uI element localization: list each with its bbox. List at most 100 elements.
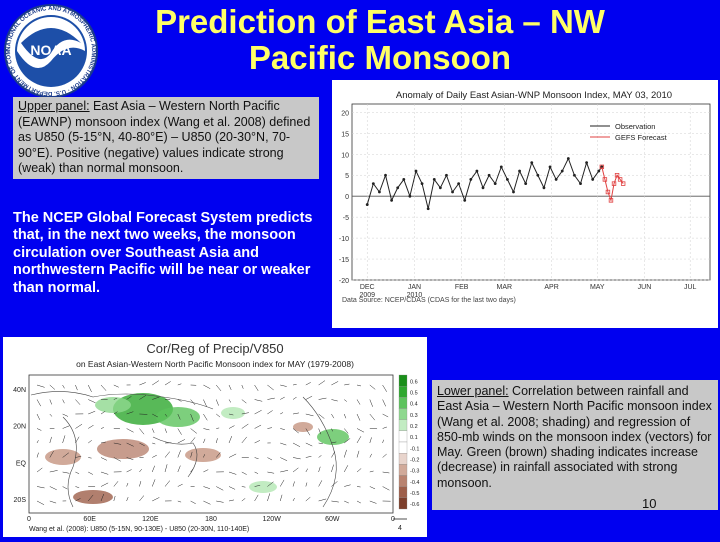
colorbar-swatch	[399, 409, 407, 420]
lower-panel-text: Correlation between rainfall and East As…	[437, 384, 712, 490]
chart-series	[366, 157, 625, 210]
colorbar-swatch	[399, 442, 407, 453]
colorbar-swatch	[399, 453, 407, 464]
data-point	[555, 178, 558, 181]
slide-title: Prediction of East Asia – NW Pacific Mon…	[100, 4, 660, 76]
data-point	[439, 186, 442, 189]
data-point	[591, 178, 594, 181]
lon-label: 120W	[263, 516, 282, 523]
data-point	[561, 170, 564, 173]
x-tick-label: APR	[544, 284, 558, 291]
map-title: Cor/Reg of Precip/V850	[146, 341, 283, 356]
data-point	[433, 178, 436, 181]
data-point	[573, 174, 576, 177]
lat-label: 20S	[14, 497, 27, 504]
legend-label: GEFS Forecast	[615, 133, 668, 142]
lat-label: 40N	[13, 387, 26, 394]
vector-scale-label: 4	[398, 525, 402, 532]
colorbar-label: -0.6	[410, 502, 419, 508]
colorbar-label: 0.2	[410, 424, 418, 430]
colorbar-swatch	[399, 431, 407, 442]
data-point	[567, 157, 570, 160]
lower-panel-description: Lower panel: Correlation between rainfal…	[432, 380, 718, 510]
data-point	[597, 170, 600, 173]
data-point	[518, 170, 521, 173]
data-point	[494, 182, 497, 185]
colorbar-swatch	[399, 420, 407, 431]
data-point	[579, 182, 582, 185]
y-tick-label: 10	[341, 152, 349, 159]
lon-label: 0	[391, 516, 395, 523]
data-point	[512, 191, 515, 194]
lon-label: 180	[205, 516, 217, 523]
data-point	[585, 161, 588, 164]
colorbar-label: 0.6	[410, 379, 418, 385]
chart-gridlines	[352, 104, 710, 280]
x-tick-label: JUN	[638, 284, 652, 291]
data-point	[378, 191, 381, 194]
colorbar-label: -0.1	[410, 446, 419, 452]
data-point	[366, 203, 369, 206]
y-tick-label: -10	[339, 236, 349, 243]
x-tick-label: JAN	[408, 284, 421, 291]
colorbar-swatch	[399, 375, 407, 386]
x-tick-label: FEB	[455, 284, 469, 291]
map-subtitle: on East Asian-Western North Pacific Mons…	[76, 359, 354, 369]
data-point	[488, 174, 491, 177]
lon-label: 60E	[83, 516, 96, 523]
data-point	[482, 186, 485, 189]
page-number: 10	[642, 496, 656, 511]
plot-frame	[352, 104, 710, 280]
colorbar-label: -0.5	[410, 491, 419, 497]
legend-label: Observation	[615, 122, 655, 131]
lat-label: EQ	[16, 460, 27, 467]
upper-panel-description: Upper panel: East Asia – Western North P…	[13, 97, 319, 179]
data-point	[390, 199, 393, 202]
correlation-map: Cor/Reg of Precip/V850 on East Asian-Wes…	[3, 337, 427, 537]
colorbar-label: 0.4	[410, 402, 418, 408]
map-colorbar: 0.60.50.40.30.20.1-0.1-0.2-0.3-0.4-0.5-0…	[399, 375, 419, 509]
forecast-statement: The NCEP Global Forecast System predicts…	[13, 210, 313, 297]
chart-svg: Anomaly of Daily East Asian-WNP Monsoon …	[332, 80, 718, 328]
series-line	[367, 158, 602, 208]
colorbar-swatch	[399, 498, 407, 509]
x-tick-label: MAY	[590, 284, 605, 291]
title-line-1: Prediction of East Asia – NW	[155, 3, 605, 40]
data-point	[476, 170, 479, 173]
colorbar-label: -0.2	[410, 458, 419, 464]
chart-legend: Observation GEFS Forecast	[590, 122, 668, 142]
data-point	[536, 174, 539, 177]
data-point	[457, 182, 460, 185]
data-point	[530, 161, 533, 164]
data-point	[543, 186, 546, 189]
lon-label: 120E	[142, 516, 159, 523]
data-point	[421, 182, 424, 185]
data-point	[500, 165, 503, 168]
data-point	[469, 178, 472, 181]
logo-text: NOAA	[30, 42, 71, 58]
monsoon-index-chart: Anomaly of Daily East Asian-WNP Monsoon …	[332, 80, 718, 328]
data-point	[463, 199, 466, 202]
map-svg: Cor/Reg of Precip/V850 on East Asian-Wes…	[3, 337, 427, 537]
data-point	[415, 170, 418, 173]
y-tick-label: -5	[343, 215, 349, 222]
data-point	[396, 186, 399, 189]
colorbar-swatch	[399, 464, 407, 475]
colorbar-label: -0.4	[410, 480, 419, 486]
title-line-2: Pacific Monsoon	[249, 39, 511, 76]
y-tick-label: 20	[341, 110, 349, 117]
x-tick-label: JUL	[684, 284, 697, 291]
data-point	[402, 178, 405, 181]
y-tick-label: 5	[345, 173, 349, 180]
map-footer: Wang et al. (2008): U850 (5-15N, 90-130E…	[29, 526, 249, 533]
x-tick-label: DEC	[360, 284, 375, 291]
y-tick-label: -20	[339, 278, 349, 285]
lon-label: 60W	[325, 516, 340, 523]
lon-label: 0	[27, 516, 31, 523]
colorbar-label: 0.3	[410, 413, 418, 419]
colorbar-swatch	[399, 386, 407, 397]
colorbar-swatch	[399, 487, 407, 498]
colorbar-swatch	[399, 476, 407, 487]
